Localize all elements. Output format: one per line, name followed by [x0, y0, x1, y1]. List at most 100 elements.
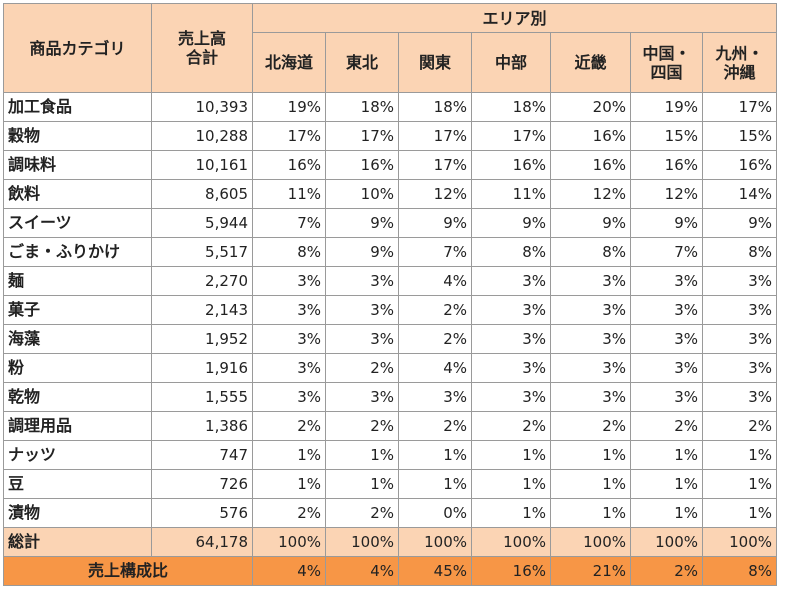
area-share-cell: 3% [252, 353, 326, 383]
area-header-row: 北海道 東北 関東 中部 近畿 中国・ 四国 九州・ 沖縄 [4, 32, 777, 93]
table-row: 菓子 2,143 3% 3% 2% 3% 3% 3% 3% [3, 295, 777, 325]
area-share-cell: 16% [702, 150, 777, 180]
area-share-cell: 3% [325, 266, 399, 296]
area-share-cell: 1% [630, 498, 703, 528]
area-share-cell: 1% [630, 469, 703, 499]
category-cell: 麺 [3, 266, 152, 296]
sales-total-cell: 10,288 [151, 121, 253, 151]
area-share-cell: 9% [398, 208, 472, 238]
area-header: 東北 [325, 32, 399, 93]
area-share-cell: 12% [550, 179, 631, 209]
sales-total-cell: 10,161 [151, 150, 253, 180]
category-cell: 加工食品 [3, 92, 152, 122]
area-share-cell: 16% [550, 121, 631, 151]
sales-total-cell: 1,952 [151, 324, 253, 354]
area-share-cell: 16% [252, 150, 326, 180]
sales-total-cell: 747 [151, 440, 253, 470]
total-row-share: 100% [702, 527, 777, 557]
category-cell: 粉 [3, 353, 152, 383]
area-share-cell: 11% [252, 179, 326, 209]
area-share-cell: 16% [630, 150, 703, 180]
area-share-cell: 1% [398, 440, 472, 470]
table-row: 麺 2,270 3% 3% 4% 3% 3% 3% 3% [3, 266, 777, 296]
sales-total-cell: 2,270 [151, 266, 253, 296]
category-cell: 漬物 [3, 498, 152, 528]
area-share-cell: 7% [252, 208, 326, 238]
area-share-cell: 1% [471, 498, 551, 528]
area-share-cell: 1% [398, 469, 472, 499]
area-share-cell: 3% [702, 324, 777, 354]
sales-share-value: 45% [398, 556, 472, 586]
area-header-line: 九州・ [715, 43, 764, 63]
table-row: 海藻 1,952 3% 3% 2% 3% 3% 3% 3% [3, 324, 777, 354]
category-cell: 海藻 [3, 324, 152, 354]
area-share-cell: 2% [325, 353, 399, 383]
area-share-cell: 2% [252, 498, 326, 528]
area-share-cell: 7% [630, 237, 703, 267]
area-share-cell: 8% [550, 237, 631, 267]
area-share-cell: 9% [630, 208, 703, 238]
area-share-cell: 14% [702, 179, 777, 209]
area-share-cell: 3% [398, 382, 472, 412]
area-share-cell: 1% [471, 469, 551, 499]
area-share-cell: 8% [252, 237, 326, 267]
area-share-cell: 1% [325, 440, 399, 470]
area-share-cell: 3% [252, 295, 326, 325]
table-row: 粉 1,916 3% 2% 4% 3% 3% 3% 3% [3, 353, 777, 383]
total-sales-header-line1: 売上高 [177, 29, 226, 48]
area-share-cell: 3% [702, 353, 777, 383]
table-row: 乾物 1,555 3% 3% 3% 3% 3% 3% 3% [3, 382, 777, 412]
category-cell: 調味料 [3, 150, 152, 180]
area-share-cell: 2% [398, 324, 472, 354]
area-share-cell: 1% [630, 440, 703, 470]
area-share-cell: 3% [550, 324, 631, 354]
area-share-cell: 2% [550, 411, 631, 441]
sales-total-cell: 1,386 [151, 411, 253, 441]
area-share-cell: 3% [702, 266, 777, 296]
table-row: 漬物 576 2% 2% 0% 1% 1% 1% 1% [3, 498, 777, 528]
sales-total-cell: 10,393 [151, 92, 253, 122]
area-share-cell: 9% [471, 208, 551, 238]
total-row-share: 100% [398, 527, 472, 557]
area-share-cell: 3% [471, 382, 551, 412]
area-share-cell: 3% [325, 382, 399, 412]
table-row: ごま・ふりかけ 5,517 8% 9% 7% 8% 8% 7% 8% [3, 237, 777, 267]
category-cell: 菓子 [3, 295, 152, 325]
area-share-cell: 1% [252, 440, 326, 470]
sales-total-cell: 8,605 [151, 179, 253, 209]
area-share-cell: 2% [252, 411, 326, 441]
area-share-cell: 17% [702, 92, 777, 122]
category-cell: 飲料 [3, 179, 152, 209]
area-header-line: 中部 [494, 53, 527, 72]
area-share-cell: 3% [252, 382, 326, 412]
area-header-line: 四国 [650, 62, 683, 82]
area-header-line: 近畿 [574, 53, 607, 72]
area-share-cell: 8% [471, 237, 551, 267]
area-share-cell: 18% [398, 92, 472, 122]
area-share-cell: 12% [630, 179, 703, 209]
total-row-share: 100% [471, 527, 551, 557]
area-share-cell: 2% [325, 411, 399, 441]
area-share-cell: 2% [398, 295, 472, 325]
area-share-cell: 17% [471, 121, 551, 151]
area-share-cell: 18% [471, 92, 551, 122]
area-share-cell: 1% [702, 469, 777, 499]
area-share-cell: 11% [471, 179, 551, 209]
area-share-cell: 3% [325, 295, 399, 325]
sales-total-cell: 5,517 [151, 237, 253, 267]
area-share-cell: 19% [252, 92, 326, 122]
sales-total-cell: 726 [151, 469, 253, 499]
area-header-line: 北海道 [264, 53, 313, 72]
area-share-cell: 3% [550, 382, 631, 412]
area-share-cell: 9% [702, 208, 777, 238]
area-share-cell: 3% [702, 382, 777, 412]
area-share-cell: 3% [471, 295, 551, 325]
total-row: 総計 64,178 100% 100% 100% 100% 100% 100% … [3, 527, 777, 557]
area-share-cell: 3% [471, 324, 551, 354]
area-header: 北海道 [252, 32, 326, 93]
area-share-cell: 3% [550, 353, 631, 383]
area-share-cell: 8% [702, 237, 777, 267]
area-share-cell: 3% [630, 324, 703, 354]
category-cell: ナッツ [3, 440, 152, 470]
area-share-cell: 19% [630, 92, 703, 122]
